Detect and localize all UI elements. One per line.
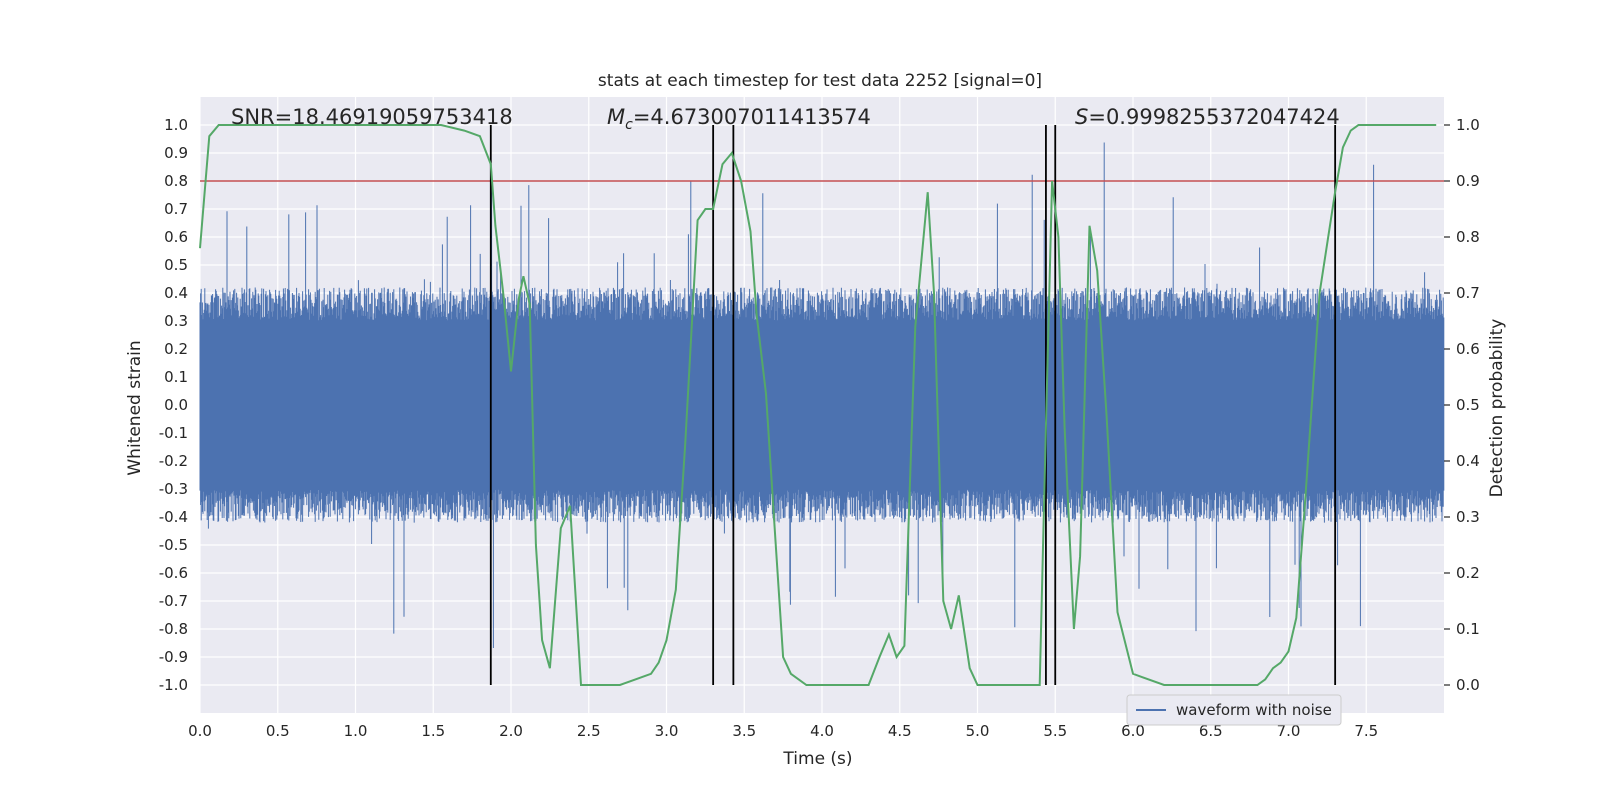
y-tick-label: -0.8 — [159, 620, 188, 638]
x-tick-label: 1.0 — [344, 722, 368, 740]
snr-annotation: SNR=18.46919059753418 — [231, 105, 513, 129]
x-tick-label: 1.5 — [421, 722, 445, 740]
s-value: =0.9998255372047424 — [1088, 105, 1339, 129]
y-tick-label: 0.7 — [164, 200, 188, 218]
y-right-tick-label: 0.4 — [1456, 452, 1480, 470]
x-axis-label: Time (s) — [782, 749, 852, 769]
y-right-tick-label: 0.6 — [1456, 340, 1480, 358]
y-right-tick-label: 0.8 — [1456, 228, 1480, 246]
y-tick-label: 0.4 — [164, 284, 188, 302]
y-axis-ticks: 1.0 0.9 0.8 0.7 0.6 0.5 0.4 0.3 0.2 0.1 0.0 -0.1 -0.… — [159, 116, 188, 694]
y-tick-label: 0.0 — [164, 396, 188, 414]
x-tick-label: 6.5 — [1199, 722, 1223, 740]
probability-line — [199, 124, 1437, 686]
x-axis-ticks: 0.0 0.5 1.0 1.5 2.0 2.5 3.0 3.5 4.0 4.5 5.0 5.5 6.0 6… — [188, 722, 1378, 740]
y-tick-label: -0.4 — [159, 508, 188, 526]
y-tick-label: -1.0 — [159, 676, 188, 694]
y-tick-label: 1.0 — [164, 116, 188, 134]
y-right-tick-label: 0.7 — [1456, 284, 1480, 302]
x-tick-label: 0.0 — [188, 722, 212, 740]
y-right-axis-label: Detection probability — [1487, 319, 1507, 498]
y-right-tick-label: 0.5 — [1456, 396, 1480, 414]
x-tick-label: 0.5 — [266, 722, 290, 740]
chirp-mass-annotation: Mc=4.673007011413574 — [607, 105, 871, 133]
y-tick-label: -0.9 — [159, 648, 188, 666]
x-tick-label: 5.5 — [1043, 722, 1067, 740]
y-tick-label: -0.7 — [159, 592, 188, 610]
s-symbol: S — [1075, 105, 1088, 129]
x-tick-label: 5.0 — [966, 722, 990, 740]
y-tick-label: 0.2 — [164, 340, 188, 358]
y-right-tick-label: 0.1 — [1456, 620, 1480, 638]
waveform-line — [199, 142, 1445, 648]
y-tick-label: -0.2 — [159, 452, 188, 470]
legend-label: waveform with noise — [1176, 701, 1332, 719]
x-tick-label: 4.0 — [810, 722, 834, 740]
y-tick-label: -0.3 — [159, 480, 188, 498]
chart-title: stats at each timestep for test data 225… — [598, 71, 1042, 91]
y-tick-label: 0.9 — [164, 144, 188, 162]
y-right-tick-label: 0.0 — [1456, 676, 1480, 694]
waveform-series — [199, 142, 1445, 648]
y-tick-label: -0.5 — [159, 536, 188, 554]
y-right-tick-label: 1.0 — [1456, 116, 1480, 134]
y-tick-label: 0.6 — [164, 228, 188, 246]
legend-box — [1126, 694, 1342, 726]
chirp-mass-value: =4.673007011413574 — [633, 105, 871, 129]
chirp-mass-symbol: M — [607, 105, 625, 129]
y-tick-label: 0.8 — [164, 172, 188, 190]
s-annotation: S=0.9998255372047424 — [1075, 105, 1340, 129]
y-tick-label: -0.6 — [159, 564, 188, 582]
chirp-mass-subscript: c — [625, 117, 633, 133]
y-axis-label: Whitened strain — [125, 340, 145, 475]
x-tick-label: 6.0 — [1121, 722, 1145, 740]
x-tick-label: 4.5 — [888, 722, 912, 740]
x-tick-label: 2.0 — [499, 722, 523, 740]
y-tick-label: 0.1 — [164, 368, 188, 386]
x-tick-label: 3.5 — [732, 722, 756, 740]
y-right-tick-label: 0.3 — [1456, 508, 1480, 526]
legend: waveform with noise — [1126, 694, 1342, 726]
x-tick-label: 7.0 — [1277, 722, 1301, 740]
y-right-tick-label: 0.2 — [1456, 564, 1480, 582]
x-tick-label: 7.5 — [1354, 722, 1378, 740]
y-tick-label: -0.1 — [159, 424, 188, 442]
x-tick-label: 2.5 — [577, 722, 601, 740]
y-tick-label: 0.5 — [164, 256, 188, 274]
y-right-tick-label: 0.9 — [1456, 172, 1480, 190]
y-right-axis-ticks: 1.0 0.9 0.8 0.7 0.6 0.5 0.4 0.3 0.2 0.1 0.0 — [1444, 116, 1480, 694]
y-tick-label: 0.3 — [164, 312, 188, 330]
probability-series — [199, 124, 1437, 686]
x-tick-label: 3.0 — [655, 722, 679, 740]
